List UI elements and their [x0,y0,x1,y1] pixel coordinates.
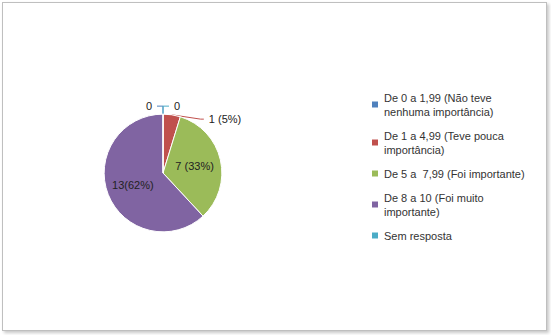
svg-text:De 1 a 4,99 (Teve pouca: De 1 a 4,99 (Teve pouca [384,130,507,142]
svg-text:importância): importância) [384,144,445,156]
svg-text:Sem resposta: Sem resposta [384,230,453,242]
svg-text:0: 0 [146,100,152,112]
svg-text:0: 0 [174,100,180,112]
svg-text:De 0 a 1,99 (Não teve: De 0 a 1,99 (Não teve [384,92,495,104]
svg-text:De 8 a 10 (Foi muito: De 8 a 10 (Foi muito [384,192,487,204]
svg-text:13(62%): 13(62%) [112,179,154,191]
svg-text:De 5 a 7,99 (Foi importante): De 5 a 7,99 (Foi importante) [384,168,525,180]
svg-text:nenhuma importância): nenhuma importância) [384,106,493,118]
svg-text:1 (5%): 1 (5%) [209,113,241,125]
svg-text:importante): importante) [384,206,440,218]
svg-text:7 (33%): 7 (33%) [175,160,214,172]
